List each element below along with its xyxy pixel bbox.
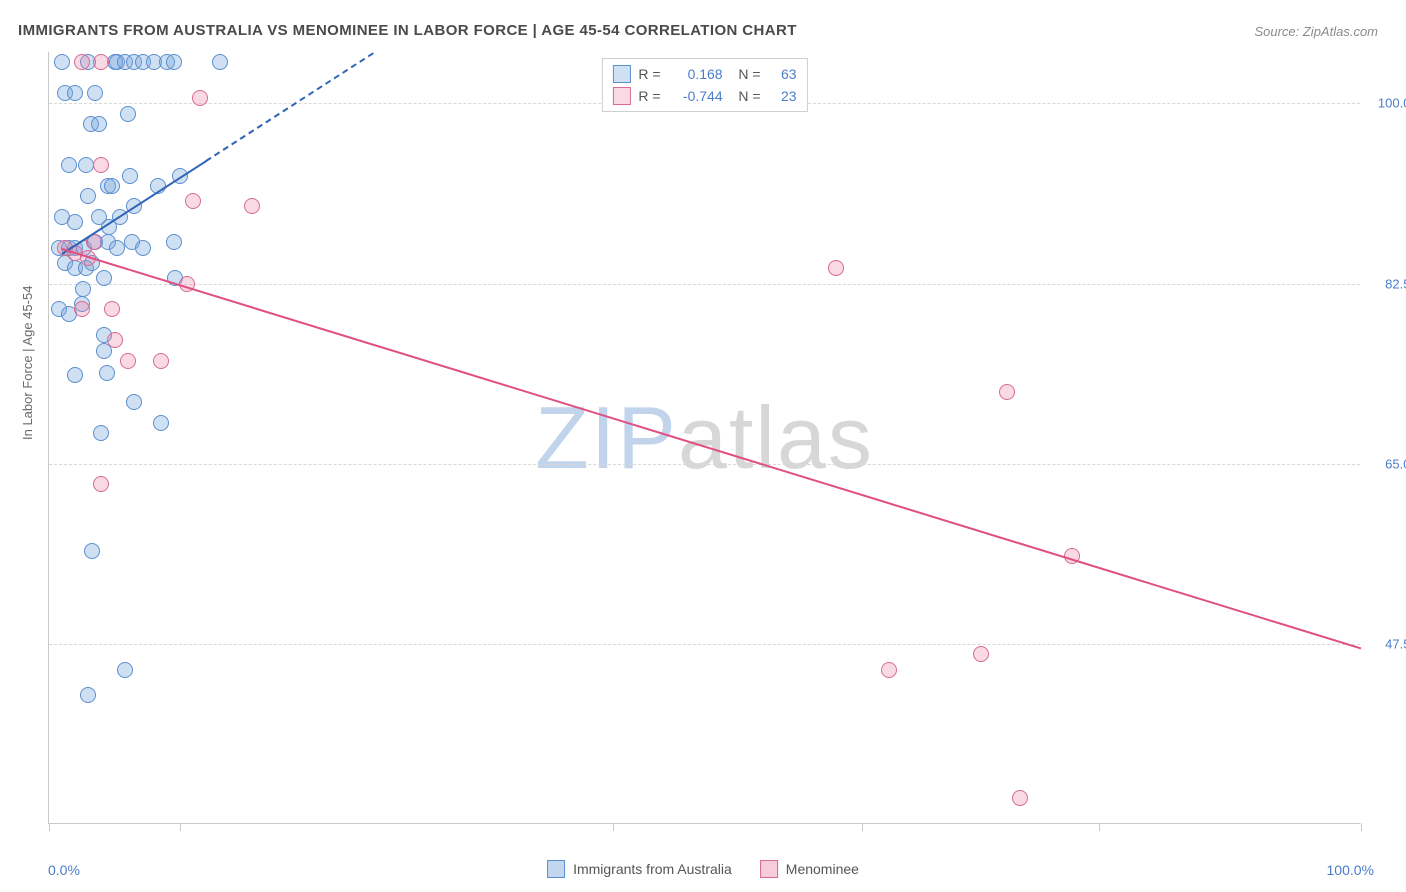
data-point xyxy=(93,54,109,70)
legend-r-value: -0.744 xyxy=(669,88,723,104)
data-point xyxy=(166,234,182,250)
x-tick xyxy=(49,823,50,831)
y-tick-label: 47.5% xyxy=(1385,636,1406,651)
legend-n-label: N = xyxy=(731,88,761,104)
gridline-h xyxy=(49,284,1360,285)
data-point xyxy=(74,301,90,317)
legend-bottom: Immigrants from Australia Menominee xyxy=(547,860,859,878)
data-point xyxy=(84,543,100,559)
x-tick xyxy=(613,823,614,831)
correlation-chart: IMMIGRANTS FROM AUSTRALIA VS MENOMINEE I… xyxy=(0,0,1406,892)
legend-swatch xyxy=(612,87,630,105)
legend-item: Menominee xyxy=(760,860,859,878)
data-point xyxy=(881,662,897,678)
data-point xyxy=(104,301,120,317)
legend-swatch xyxy=(612,65,630,83)
y-axis-title: In Labor Force | Age 45-54 xyxy=(20,286,35,440)
x-tick xyxy=(1099,823,1100,831)
y-tick-label: 65.0% xyxy=(1385,456,1406,471)
y-tick-label: 100.0% xyxy=(1378,96,1406,111)
data-point xyxy=(96,270,112,286)
data-point xyxy=(212,54,228,70)
data-point xyxy=(61,157,77,173)
legend-r-label: R = xyxy=(638,88,660,104)
legend-stats-row: R = -0.744 N = 23 xyxy=(612,85,796,107)
data-point xyxy=(93,476,109,492)
data-point xyxy=(1012,790,1028,806)
y-tick-label: 82.5% xyxy=(1385,276,1406,291)
legend-n-value: 63 xyxy=(769,66,797,82)
data-point xyxy=(107,332,123,348)
chart-title: IMMIGRANTS FROM AUSTRALIA VS MENOMINEE I… xyxy=(18,22,797,39)
x-tick xyxy=(862,823,863,831)
data-point xyxy=(87,85,103,101)
data-point xyxy=(122,168,138,184)
data-point xyxy=(91,116,107,132)
watermark: ZIPatlas xyxy=(535,387,874,489)
data-point xyxy=(153,353,169,369)
gridline-h xyxy=(49,644,1360,645)
data-point xyxy=(973,646,989,662)
source-attribution: Source: ZipAtlas.com xyxy=(1254,24,1378,39)
data-point xyxy=(67,214,83,230)
x-axis-min-label: 0.0% xyxy=(48,862,80,878)
data-point xyxy=(67,367,83,383)
data-point xyxy=(244,198,260,214)
data-point xyxy=(80,687,96,703)
data-point xyxy=(54,54,70,70)
data-point xyxy=(104,178,120,194)
data-point xyxy=(67,85,83,101)
data-point xyxy=(185,193,201,209)
data-point xyxy=(75,281,91,297)
legend-n-label: N = xyxy=(731,66,761,82)
data-point xyxy=(78,157,94,173)
data-point xyxy=(999,384,1015,400)
data-point xyxy=(74,54,90,70)
legend-r-value: 0.168 xyxy=(669,66,723,82)
legend-stats-row: R = 0.168 N = 63 xyxy=(612,63,796,85)
data-point xyxy=(120,106,136,122)
legend-stats: R = 0.168 N = 63 R = -0.744 N = 23 xyxy=(601,58,807,112)
gridline-h xyxy=(49,464,1360,465)
legend-label: Menominee xyxy=(786,861,859,877)
legend-swatch xyxy=(547,860,565,878)
plot-area: ZIPatlas 47.5%65.0%82.5%100.0%R =0.168 N… xyxy=(48,52,1360,824)
data-point xyxy=(828,260,844,276)
legend-item: Immigrants from Australia xyxy=(547,860,732,878)
legend-r-label: R = xyxy=(638,66,660,82)
trendline xyxy=(62,248,1361,649)
x-tick xyxy=(180,823,181,831)
x-tick xyxy=(1361,823,1362,831)
data-point xyxy=(120,353,136,369)
data-point xyxy=(80,188,96,204)
data-point xyxy=(117,662,133,678)
data-point xyxy=(93,425,109,441)
data-point xyxy=(153,415,169,431)
trendline-extrapolated xyxy=(206,52,374,161)
data-point xyxy=(93,157,109,173)
x-axis-max-label: 100.0% xyxy=(1327,862,1374,878)
legend-n-value: 23 xyxy=(769,88,797,104)
legend-label: Immigrants from Australia xyxy=(573,861,732,877)
data-point xyxy=(99,365,115,381)
legend-swatch xyxy=(760,860,778,878)
data-point xyxy=(166,54,182,70)
data-point xyxy=(135,240,151,256)
data-point xyxy=(126,394,142,410)
data-point xyxy=(192,90,208,106)
